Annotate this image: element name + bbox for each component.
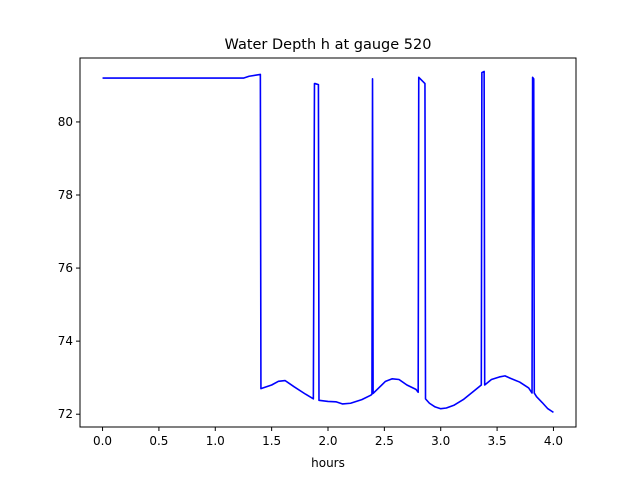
y-axis: 72 74 76 78 80 [58, 115, 80, 421]
x-tick-label: 2.5 [375, 434, 394, 448]
x-tick-label: 1.0 [206, 434, 225, 448]
x-tick-label: 1.5 [262, 434, 281, 448]
chart-title: Water Depth h at gauge 520 [225, 37, 432, 53]
x-tick-label: 0.0 [93, 434, 112, 448]
series-group [102, 70, 554, 414]
x-tick-label: 3.5 [488, 434, 507, 448]
x-axis-label: hours [311, 456, 345, 470]
series-line-1 [102, 70, 554, 414]
x-tick-label: 3.0 [431, 434, 450, 448]
y-tick-label: 78 [58, 188, 73, 202]
y-tick-label: 72 [58, 407, 73, 421]
x-axis: 0.0 0.5 1.0 1.5 2.0 2.5 3.0 3.5 4.0 [93, 427, 563, 448]
y-tick-label: 76 [58, 261, 73, 275]
y-tick-label: 80 [58, 115, 73, 129]
y-tick-label: 74 [58, 334, 73, 348]
plot-area [79, 57, 577, 428]
x-tick-label: 2.0 [318, 434, 337, 448]
x-tick-label: 0.5 [149, 434, 168, 448]
x-tick-label: 4.0 [544, 434, 563, 448]
